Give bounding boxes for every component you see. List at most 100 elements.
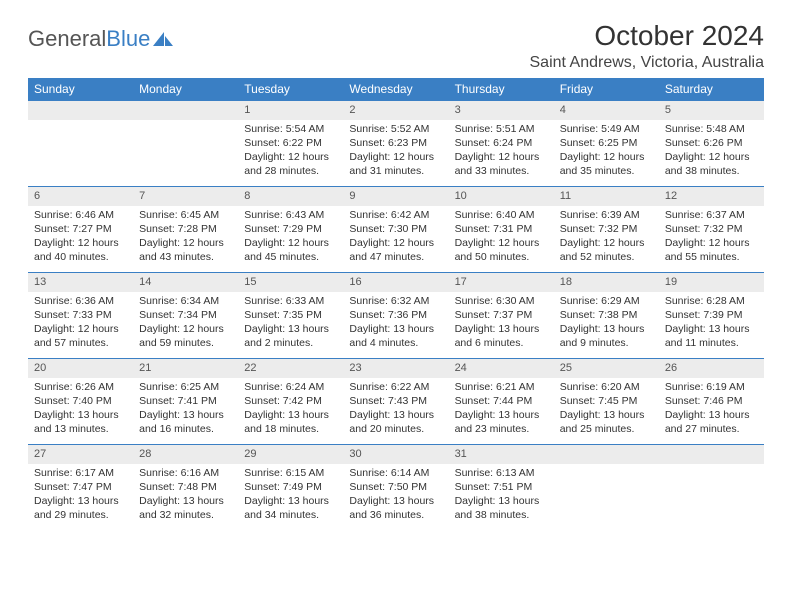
daylight-line: Daylight: 13 hours and 11 minutes. [665,322,758,350]
title-block: October 2024 Saint Andrews, Victoria, Au… [530,20,765,72]
daylight-line: Daylight: 12 hours and 57 minutes. [34,322,127,350]
daylight-line: Daylight: 12 hours and 52 minutes. [560,236,653,264]
sunset-line: Sunset: 7:29 PM [244,222,337,236]
sunrise-line: Sunrise: 6:42 AM [349,208,442,222]
calendar-cell: 28Sunrise: 6:16 AMSunset: 7:48 PMDayligh… [133,445,238,531]
calendar-table: SundayMondayTuesdayWednesdayThursdayFrid… [28,78,764,531]
day-number: 6 [28,187,133,206]
day-details: Sunrise: 6:45 AMSunset: 7:28 PMDaylight:… [133,206,238,269]
calendar-cell: 1Sunrise: 5:54 AMSunset: 6:22 PMDaylight… [238,101,343,187]
weekday-header: Monday [133,78,238,101]
sunset-line: Sunset: 7:30 PM [349,222,442,236]
sunrise-line: Sunrise: 6:24 AM [244,380,337,394]
day-number: 15 [238,273,343,292]
daylight-line: Daylight: 12 hours and 47 minutes. [349,236,442,264]
day-number-empty [659,445,764,464]
day-details: Sunrise: 6:34 AMSunset: 7:34 PMDaylight:… [133,292,238,355]
sunset-line: Sunset: 6:25 PM [560,136,653,150]
calendar-cell: 8Sunrise: 6:43 AMSunset: 7:29 PMDaylight… [238,187,343,273]
day-details: Sunrise: 6:26 AMSunset: 7:40 PMDaylight:… [28,378,133,441]
day-details: Sunrise: 6:20 AMSunset: 7:45 PMDaylight:… [554,378,659,441]
daylight-line: Daylight: 12 hours and 31 minutes. [349,150,442,178]
day-number: 25 [554,359,659,378]
sunset-line: Sunset: 7:39 PM [665,308,758,322]
daylight-line: Daylight: 13 hours and 27 minutes. [665,408,758,436]
sunrise-line: Sunrise: 6:33 AM [244,294,337,308]
day-number: 8 [238,187,343,206]
day-number: 19 [659,273,764,292]
logo-word1: General [28,26,106,52]
daylight-line: Daylight: 12 hours and 33 minutes. [455,150,548,178]
calendar-cell: 21Sunrise: 6:25 AMSunset: 7:41 PMDayligh… [133,359,238,445]
daylight-line: Daylight: 12 hours and 55 minutes. [665,236,758,264]
calendar-cell [133,101,238,187]
daylight-line: Daylight: 13 hours and 13 minutes. [34,408,127,436]
sunset-line: Sunset: 7:33 PM [34,308,127,322]
calendar-row: 13Sunrise: 6:36 AMSunset: 7:33 PMDayligh… [28,273,764,359]
calendar-cell: 13Sunrise: 6:36 AMSunset: 7:33 PMDayligh… [28,273,133,359]
calendar-cell: 12Sunrise: 6:37 AMSunset: 7:32 PMDayligh… [659,187,764,273]
sunset-line: Sunset: 7:32 PM [665,222,758,236]
daylight-line: Daylight: 13 hours and 16 minutes. [139,408,232,436]
daylight-line: Daylight: 13 hours and 2 minutes. [244,322,337,350]
sunrise-line: Sunrise: 6:14 AM [349,466,442,480]
day-number: 10 [449,187,554,206]
sunset-line: Sunset: 7:45 PM [560,394,653,408]
day-details: Sunrise: 5:49 AMSunset: 6:25 PMDaylight:… [554,120,659,183]
day-number: 14 [133,273,238,292]
daylight-line: Daylight: 12 hours and 40 minutes. [34,236,127,264]
weekday-header: Thursday [449,78,554,101]
day-number: 31 [449,445,554,464]
daylight-line: Daylight: 13 hours and 20 minutes. [349,408,442,436]
calendar-cell: 30Sunrise: 6:14 AMSunset: 7:50 PMDayligh… [343,445,448,531]
day-number: 4 [554,101,659,120]
day-number-empty [554,445,659,464]
sunrise-line: Sunrise: 6:20 AM [560,380,653,394]
calendar-cell: 14Sunrise: 6:34 AMSunset: 7:34 PMDayligh… [133,273,238,359]
day-number: 21 [133,359,238,378]
sunset-line: Sunset: 7:51 PM [455,480,548,494]
sunset-line: Sunset: 7:37 PM [455,308,548,322]
sunset-line: Sunset: 7:36 PM [349,308,442,322]
day-details: Sunrise: 6:37 AMSunset: 7:32 PMDaylight:… [659,206,764,269]
daylight-line: Daylight: 13 hours and 34 minutes. [244,494,337,522]
sunrise-line: Sunrise: 6:22 AM [349,380,442,394]
weekday-header: Sunday [28,78,133,101]
day-number: 30 [343,445,448,464]
day-number: 29 [238,445,343,464]
day-number: 2 [343,101,448,120]
calendar-cell: 2Sunrise: 5:52 AMSunset: 6:23 PMDaylight… [343,101,448,187]
daylight-line: Daylight: 13 hours and 4 minutes. [349,322,442,350]
day-details: Sunrise: 6:14 AMSunset: 7:50 PMDaylight:… [343,464,448,527]
day-number-empty [28,101,133,120]
day-details: Sunrise: 6:40 AMSunset: 7:31 PMDaylight:… [449,206,554,269]
sunrise-line: Sunrise: 6:16 AM [139,466,232,480]
sunset-line: Sunset: 7:28 PM [139,222,232,236]
calendar-cell: 23Sunrise: 6:22 AMSunset: 7:43 PMDayligh… [343,359,448,445]
sunrise-line: Sunrise: 6:32 AM [349,294,442,308]
day-details: Sunrise: 6:16 AMSunset: 7:48 PMDaylight:… [133,464,238,527]
sunset-line: Sunset: 6:26 PM [665,136,758,150]
calendar-cell: 29Sunrise: 6:15 AMSunset: 7:49 PMDayligh… [238,445,343,531]
day-number: 9 [343,187,448,206]
day-details: Sunrise: 5:48 AMSunset: 6:26 PMDaylight:… [659,120,764,183]
calendar-cell: 25Sunrise: 6:20 AMSunset: 7:45 PMDayligh… [554,359,659,445]
day-details: Sunrise: 6:19 AMSunset: 7:46 PMDaylight:… [659,378,764,441]
calendar-cell: 18Sunrise: 6:29 AMSunset: 7:38 PMDayligh… [554,273,659,359]
calendar-cell: 22Sunrise: 6:24 AMSunset: 7:42 PMDayligh… [238,359,343,445]
sunset-line: Sunset: 7:43 PM [349,394,442,408]
sunrise-line: Sunrise: 6:46 AM [34,208,127,222]
sunset-line: Sunset: 7:32 PM [560,222,653,236]
daylight-line: Daylight: 12 hours and 28 minutes. [244,150,337,178]
day-details: Sunrise: 6:36 AMSunset: 7:33 PMDaylight:… [28,292,133,355]
calendar-row: 27Sunrise: 6:17 AMSunset: 7:47 PMDayligh… [28,445,764,531]
sunset-line: Sunset: 7:49 PM [244,480,337,494]
sunrise-line: Sunrise: 6:37 AM [665,208,758,222]
weekday-header: Tuesday [238,78,343,101]
day-number: 13 [28,273,133,292]
logo: GeneralBlue [28,20,175,52]
sunset-line: Sunset: 6:23 PM [349,136,442,150]
calendar-cell: 10Sunrise: 6:40 AMSunset: 7:31 PMDayligh… [449,187,554,273]
calendar-cell: 26Sunrise: 6:19 AMSunset: 7:46 PMDayligh… [659,359,764,445]
calendar-cell: 24Sunrise: 6:21 AMSunset: 7:44 PMDayligh… [449,359,554,445]
